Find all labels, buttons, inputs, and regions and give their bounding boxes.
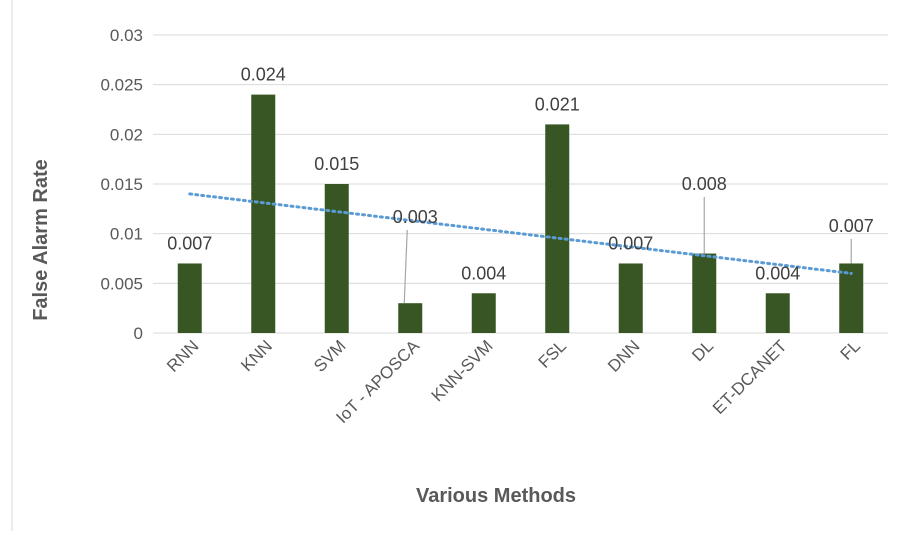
data-label: 0.004: [755, 263, 800, 283]
bar: [765, 293, 790, 333]
data-label: 0.007: [829, 216, 874, 236]
bar: [177, 263, 202, 333]
data-label: 0.004: [461, 263, 506, 283]
bar: [545, 124, 570, 334]
x-tick-label: DL: [688, 336, 717, 365]
data-label: 0.024: [241, 65, 286, 85]
x-tick-label: KNN-SVM: [428, 336, 497, 405]
data-label: 0.021: [535, 94, 580, 114]
data-label: 0.003: [393, 207, 438, 227]
bar: [324, 184, 349, 333]
data-label: 0.007: [608, 233, 653, 253]
y-axis-ticks: 0 0.005 0.01 0.015 0.02 0.025 0.03: [100, 26, 143, 343]
y-axis-title: False Alarm Rate: [30, 159, 52, 321]
trendline: [188, 192, 853, 275]
data-label: 0.007: [167, 233, 212, 253]
x-tick-label: DNN: [604, 336, 643, 375]
x-tick-label: SVM: [310, 336, 349, 375]
x-tick-label: ET-DCANET: [709, 336, 791, 418]
bar: [398, 303, 423, 333]
x-tick-label: RNN: [163, 336, 202, 375]
data-label: 0.008: [682, 174, 727, 194]
x-axis-title: Various Methods: [416, 485, 576, 507]
y-tick-label: 0.02: [110, 125, 143, 144]
bar: [839, 263, 864, 333]
data-labels: 0.007 0.024 0.015 0.003 0.004 0.021 0.007 0.008…: [167, 65, 874, 304]
y-tick-label: 0.03: [110, 26, 143, 45]
y-tick-label: 0.005: [100, 274, 143, 293]
bar: [251, 94, 276, 333]
data-label: 0.015: [314, 154, 359, 174]
y-tick-label: 0.01: [110, 225, 143, 244]
y-tick-label: 0.015: [100, 175, 143, 194]
x-tick-label: KNN: [237, 336, 276, 375]
bar: [692, 253, 717, 333]
gridlines: [153, 34, 888, 334]
label-leader-line: [403, 229, 408, 304]
y-tick-label: 0: [134, 324, 143, 343]
trendline-group: [188, 192, 853, 275]
bar: [471, 293, 496, 333]
x-tick-label: FSL: [535, 336, 570, 371]
x-tick-label: FL: [837, 336, 864, 363]
y-tick-label: 0.025: [100, 76, 143, 95]
bar: [618, 263, 643, 333]
bars: [177, 94, 864, 334]
